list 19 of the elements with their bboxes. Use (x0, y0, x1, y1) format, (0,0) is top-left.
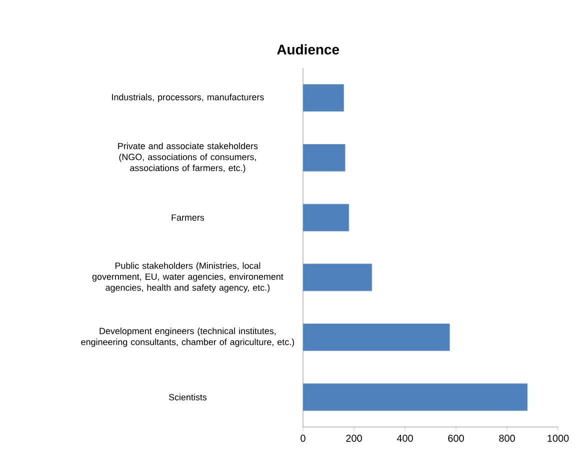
bar (303, 204, 350, 232)
y-tick-label: Development engineers (technical institutes, engineering consultants, chamber of agriculture, etc.) (81, 328, 294, 347)
x-tick-label: 800 (499, 434, 515, 442)
y-tick-label: Industrials, processors, manufacturers (112, 94, 264, 102)
x-tick-label: 600 (448, 434, 464, 442)
x-tick-label: 1000 (548, 434, 569, 442)
x-tick-label: 0 (300, 434, 306, 442)
bar (303, 84, 344, 112)
chart-title: Audience (277, 44, 340, 55)
y-tick-label: Public stakeholders (Ministries, local government, EU, water agencies, environement agencies, health and safety agency, etc.) (92, 262, 284, 293)
y-tick-label: Scientists (168, 394, 207, 400)
x-tick-label: 200 (346, 434, 362, 442)
bar (303, 324, 450, 351)
bar (303, 264, 372, 292)
bar (303, 144, 346, 172)
y-tick-label: Farmers (172, 214, 204, 221)
x-tick-label: 400 (396, 434, 413, 442)
bar (303, 383, 528, 411)
y-tick-label: Private and associate stakeholders (NGO, associations of consumers, associations of farmers, etc.) (118, 142, 258, 173)
